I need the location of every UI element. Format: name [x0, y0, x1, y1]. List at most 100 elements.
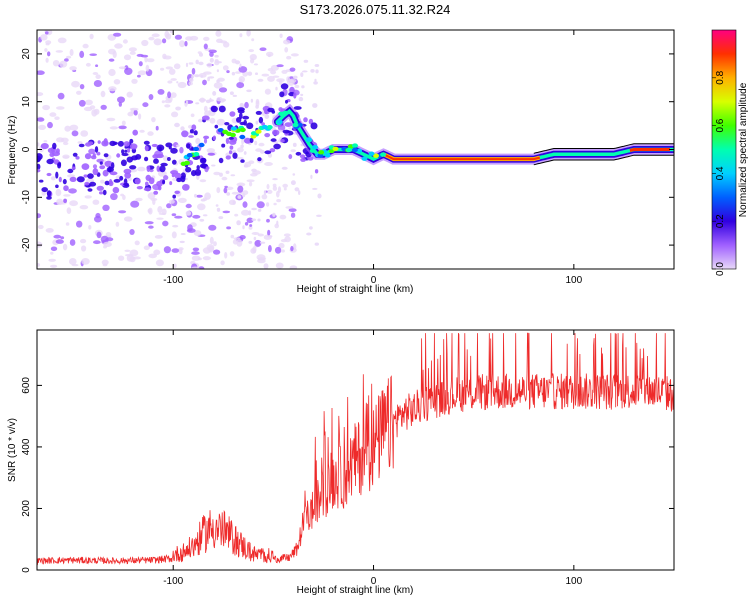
noise-blob	[63, 194, 71, 197]
noise-speck	[240, 144, 244, 149]
ridge-blob	[207, 152, 215, 156]
noise-blob	[37, 224, 44, 230]
noise-blob	[185, 203, 192, 209]
noise-blob	[118, 101, 123, 107]
noise-speck	[194, 193, 197, 198]
ridge-blob	[194, 168, 202, 176]
noise-blob	[257, 233, 264, 237]
noise-blob	[166, 203, 172, 209]
snr-y-tick-label: 600	[21, 377, 32, 394]
noise-blob	[267, 153, 273, 158]
colorbar-tick-label: 0.4	[715, 166, 726, 180]
ridge-blob	[55, 148, 60, 154]
noise-blob	[95, 212, 101, 219]
noise-blob	[45, 57, 49, 63]
noise-blob	[68, 188, 77, 194]
ridge-blob	[121, 149, 125, 154]
noise-speck	[242, 193, 246, 198]
noise-blob	[161, 208, 167, 216]
noise-speck	[199, 52, 203, 57]
noise-blob	[178, 197, 187, 203]
y-tick-label: 20	[21, 48, 32, 60]
ridge-blob	[37, 163, 41, 170]
noise-speck	[255, 72, 258, 75]
ridge-spot	[368, 151, 375, 156]
noise-blob	[275, 262, 284, 269]
noise-blob	[266, 202, 270, 207]
noise-blob	[196, 194, 203, 198]
noise-speck	[214, 54, 219, 58]
noise-blob	[216, 118, 225, 126]
ridge-blob	[232, 152, 238, 159]
noise-speck	[195, 102, 200, 105]
noise-speck	[300, 93, 304, 97]
noise-blob	[142, 102, 149, 108]
noise-blob	[55, 50, 63, 53]
ridge-blob	[269, 148, 276, 153]
ridge-blob	[295, 151, 302, 156]
noise-blob	[288, 154, 293, 160]
ridge-blob	[113, 179, 121, 183]
noise-blob	[157, 89, 165, 95]
noise-blob	[163, 155, 169, 162]
noise-blob	[124, 249, 131, 252]
noise-blob	[204, 110, 212, 117]
ridge-blob	[69, 176, 77, 182]
noise-blob	[153, 38, 162, 46]
ridge-blob	[144, 156, 149, 162]
noise-speck	[267, 53, 271, 58]
noise-speck	[281, 166, 288, 170]
noise-blob	[56, 106, 65, 110]
snr-y-tick-label: 200	[21, 500, 32, 517]
noise-blob	[124, 67, 133, 76]
noise-speck	[310, 174, 313, 179]
noise-blob	[280, 239, 288, 243]
noise-speck	[301, 85, 305, 89]
noise-blob	[266, 183, 270, 190]
noise-speck	[257, 208, 262, 212]
noise-speck	[215, 204, 219, 207]
ridge-blob	[132, 129, 138, 136]
colorbar-tick-label: 0.0	[715, 262, 726, 276]
ridge-blob	[273, 143, 281, 150]
ridge-spot	[278, 111, 285, 117]
ridge-spot	[255, 129, 262, 134]
noise-speck	[310, 69, 315, 73]
noise-blob	[281, 69, 288, 74]
noise-speck	[314, 64, 320, 67]
noise-blob	[163, 175, 169, 181]
ridge-blob	[109, 171, 118, 176]
ridge-blob	[99, 165, 106, 170]
noise-blob	[89, 33, 94, 40]
noise-blob	[76, 220, 83, 228]
noise-blob	[121, 120, 126, 126]
noise-blob	[81, 258, 90, 265]
noise-blob	[95, 64, 99, 67]
ridge-blob	[84, 153, 92, 160]
ridge-outline-lower	[533, 154, 674, 166]
noise-blob	[81, 245, 87, 252]
noise-blob	[202, 256, 211, 261]
ridge-blob	[257, 157, 262, 162]
noise-blob	[239, 33, 243, 38]
x-tick-label: 100	[565, 275, 582, 286]
noise-speck	[293, 75, 298, 80]
noise-speck	[276, 220, 279, 226]
noise-blob	[92, 164, 98, 169]
noise-blob	[50, 251, 54, 255]
noise-blob	[222, 210, 231, 214]
ridge-blob	[249, 137, 254, 143]
ridge-blob	[293, 106, 302, 110]
noise-speck	[200, 74, 204, 78]
noise-blob	[209, 236, 214, 245]
noise-blob	[289, 265, 298, 269]
noise-blob	[238, 76, 245, 83]
noise-blob	[248, 160, 255, 164]
noise-speck	[317, 193, 322, 199]
noise-blob	[191, 266, 200, 269]
noise-blob	[55, 239, 64, 244]
noise-blob	[290, 149, 296, 153]
noise-blob	[138, 113, 142, 120]
ridge-blob	[96, 151, 101, 156]
noise-speck	[290, 180, 296, 186]
